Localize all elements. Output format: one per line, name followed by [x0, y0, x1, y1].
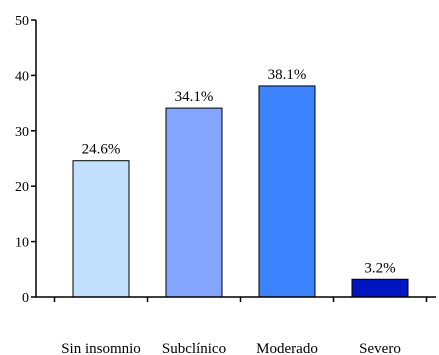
y-tick-label-0: 0: [22, 291, 29, 306]
data-label-1: 34.1%: [175, 89, 214, 105]
y-tick-label-2: 20: [15, 180, 29, 195]
y-tick-label-4: 40: [15, 69, 29, 84]
category-label-3: Severo: [359, 341, 401, 355]
labels-group: 24.6% Sin insomnio 34.1% Subclínico 38.1% Mod…: [61, 67, 401, 355]
bar-3: [351, 278, 409, 298]
data-label-2: 38.1%: [268, 67, 307, 83]
data-label-0: 24.6%: [82, 142, 121, 158]
y-tick-label-3: 30: [15, 125, 29, 140]
category-label-0: Sin insomnio: [61, 341, 141, 355]
axes-group: 0 10 20 30 40 50: [15, 14, 436, 306]
bars-group: [72, 85, 409, 298]
category-label-2: Moderado: [256, 341, 318, 355]
data-label-3: 3.2%: [364, 260, 395, 276]
bar-0: [72, 160, 130, 298]
y-tick-label-5: 50: [15, 14, 29, 29]
bar-2: [258, 85, 316, 298]
bar-1: [165, 107, 223, 298]
y-tick-label-1: 10: [15, 236, 29, 251]
category-label-1: Subclínico: [162, 341, 226, 355]
